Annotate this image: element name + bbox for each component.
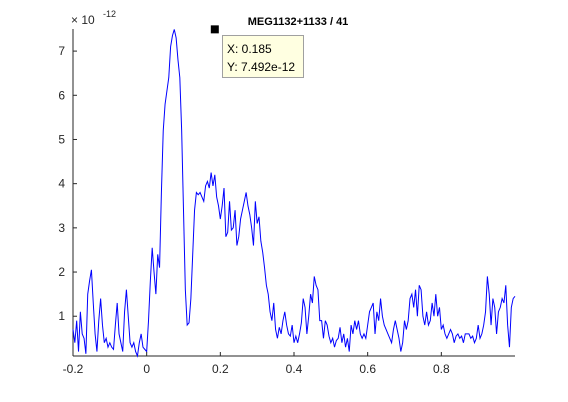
x-tick-label: 0.4	[286, 362, 303, 376]
y-tick-label: 3	[58, 221, 65, 235]
y-tick-label: 2	[58, 265, 65, 279]
chart-title: MEG1132+1133 / 41	[248, 16, 349, 28]
x-tick-label: 0.2	[212, 362, 229, 376]
tick-labels: -0.2 0 0.2 0.4 0.6 0.8 1 2 3 4 5 6 7	[58, 44, 450, 376]
y-tick-label: 4	[58, 177, 65, 191]
axes	[72, 29, 515, 357]
y-tick-label: 5	[58, 132, 65, 146]
tick-marks	[72, 50, 442, 356]
series-line	[72, 29, 516, 358]
datatip-x: X: 0.185	[227, 42, 272, 56]
y-exponent-base: × 10	[71, 13, 95, 27]
y-exponent-label: × 10 -12	[71, 9, 116, 27]
x-tick-label: 0	[143, 362, 150, 376]
y-tick-label: 7	[58, 44, 65, 58]
y-tick-label: 1	[58, 309, 65, 323]
datatip-marker[interactable]	[210, 25, 219, 34]
datatip[interactable]: X: 0.185 Y: 7.492e-12	[222, 35, 304, 78]
datatip-y: Y: 7.492e-12	[227, 60, 296, 74]
x-tick-label: 0.6	[359, 362, 376, 376]
y-tick-label: 6	[58, 88, 65, 102]
x-tick-label: -0.2	[63, 362, 84, 376]
x-tick-label: 0.8	[433, 362, 450, 376]
y-exponent-power: -12	[103, 9, 116, 19]
